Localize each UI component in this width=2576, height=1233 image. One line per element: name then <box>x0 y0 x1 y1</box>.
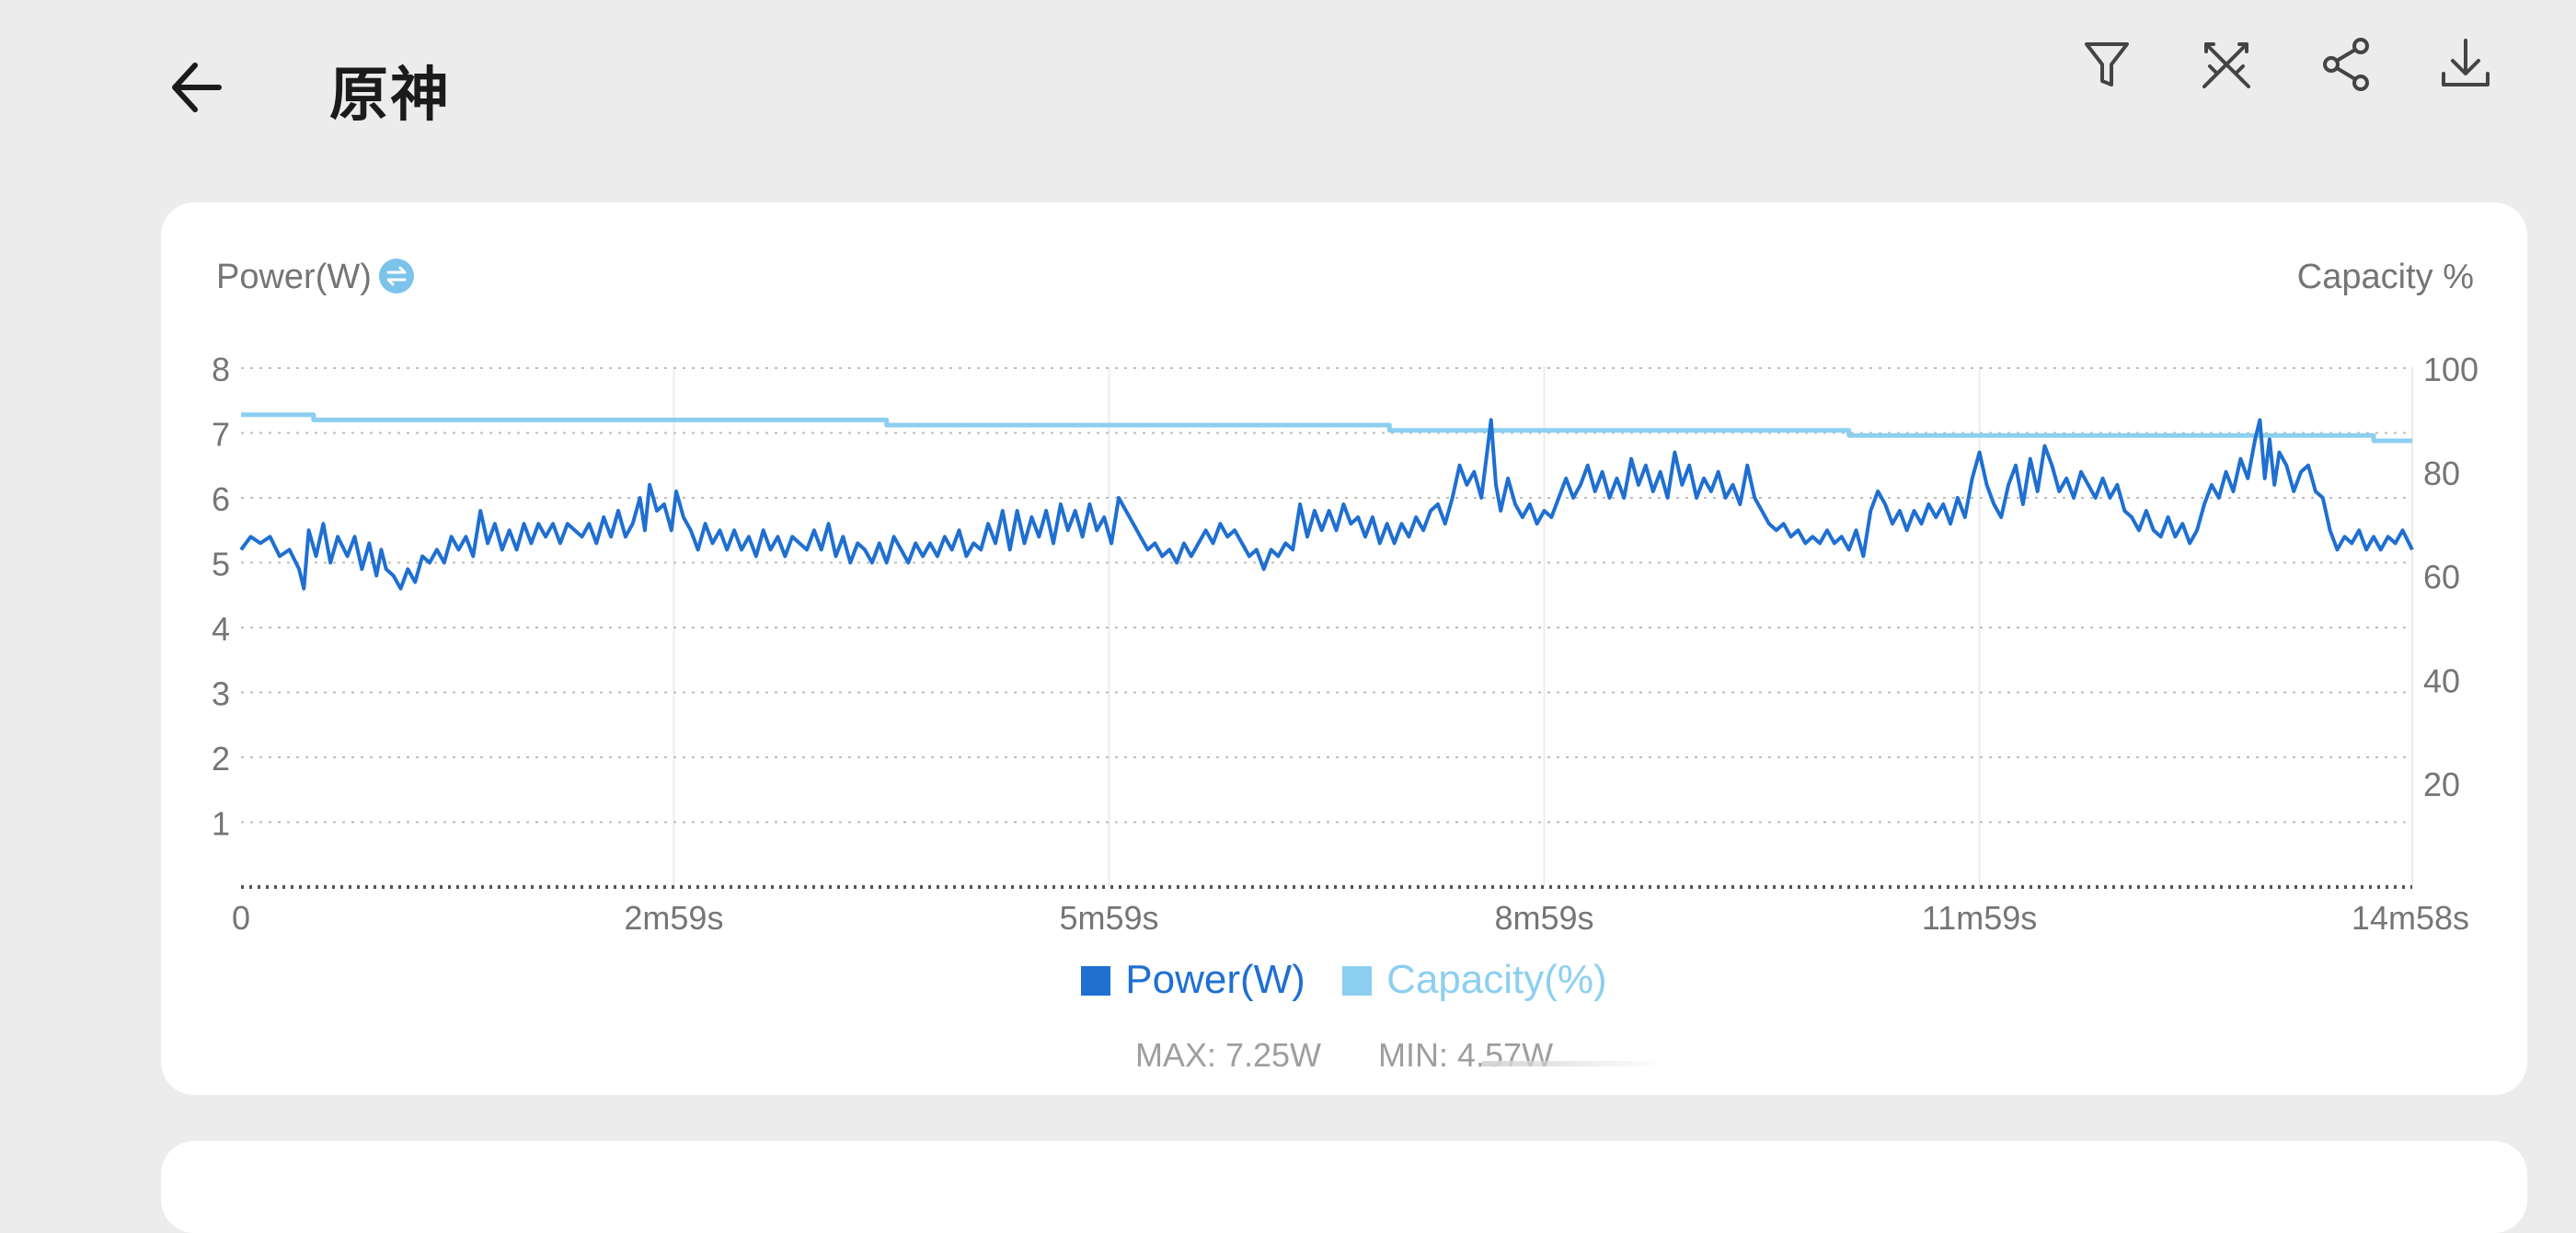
x-tick-label: 2m59s <box>624 899 723 937</box>
stats-scroll-indicator[interactable] <box>1481 1061 1665 1066</box>
y-right-tick-label: 20 <box>2423 766 2460 803</box>
legend-item-capacity[interactable]: Capacity(%) <box>1342 957 1607 1003</box>
legend-label-capacity: Capacity(%) <box>1386 957 1607 1002</box>
legend-label-power: Power(W) <box>1125 957 1305 1002</box>
share-icon[interactable] <box>2309 28 2383 101</box>
back-arrow-icon[interactable] <box>164 51 237 124</box>
y-right-tick-label: 40 <box>2423 662 2460 699</box>
y-left-tick-label: 6 <box>212 480 230 518</box>
x-tick-label: 8m59s <box>1494 899 1593 937</box>
legend-swatch-capacity <box>1342 966 1373 996</box>
y-left-tick-label: 7 <box>212 416 230 454</box>
y-axis-right-title: Capacity % <box>2296 258 2474 296</box>
x-tick-label: 0 <box>232 899 250 937</box>
download-icon[interactable] <box>2429 28 2502 101</box>
stat-min: MIN: 4.57W <box>1378 1036 1554 1074</box>
x-tick-label: 5m59s <box>1059 899 1158 937</box>
x-tick-label: 14m58s <box>2352 899 2469 937</box>
filter-icon[interactable] <box>2070 28 2144 101</box>
x-tick-label: 11m59s <box>1922 899 2037 937</box>
next-card <box>161 1141 2527 1233</box>
line-chart: 1 2 3 4 5 6 7 8 20 40 60 80 100 0 2m59s 5m59s 8m59s 11m59… <box>212 351 2478 937</box>
legend-swatch-power <box>1081 966 1111 996</box>
legend-item-power[interactable]: Power(W) <box>1081 957 1305 1003</box>
y-right-tick-label: 60 <box>2423 559 2460 596</box>
y-left-tick-label: 4 <box>212 610 230 648</box>
y-right-tick-label: 100 <box>2423 351 2478 388</box>
y-left-tick-label: 8 <box>212 351 230 388</box>
chart-legend: Power(W) Capacity(%) <box>161 957 2527 1003</box>
capacity-series-line <box>241 412 2412 444</box>
y-left-tick-label: 3 <box>212 675 230 713</box>
y-left-tick-label: 1 <box>212 805 230 843</box>
stat-max: MAX: 7.25W <box>1134 1036 1321 1074</box>
power-chart-card: Power(W) Capacity % 1 2 3 4 5 6 7 8 20 40 60 80 100 0… <box>161 202 2527 1095</box>
crossed-swords-icon[interactable] <box>2190 28 2263 101</box>
top-bar: 原神 <box>0 0 2576 175</box>
y-left-tick-label: 5 <box>212 546 230 583</box>
page-title: 原神 <box>329 62 451 130</box>
power-stats: MAX: 7.25W MIN: 4.57W <box>161 1036 2527 1075</box>
y-right-tick-label: 80 <box>2423 455 2460 492</box>
y-left-tick-label: 2 <box>212 740 230 778</box>
power-series-line <box>239 418 2414 591</box>
swap-icon[interactable] <box>378 258 415 294</box>
y-axis-left-title: Power(W) <box>216 258 372 296</box>
